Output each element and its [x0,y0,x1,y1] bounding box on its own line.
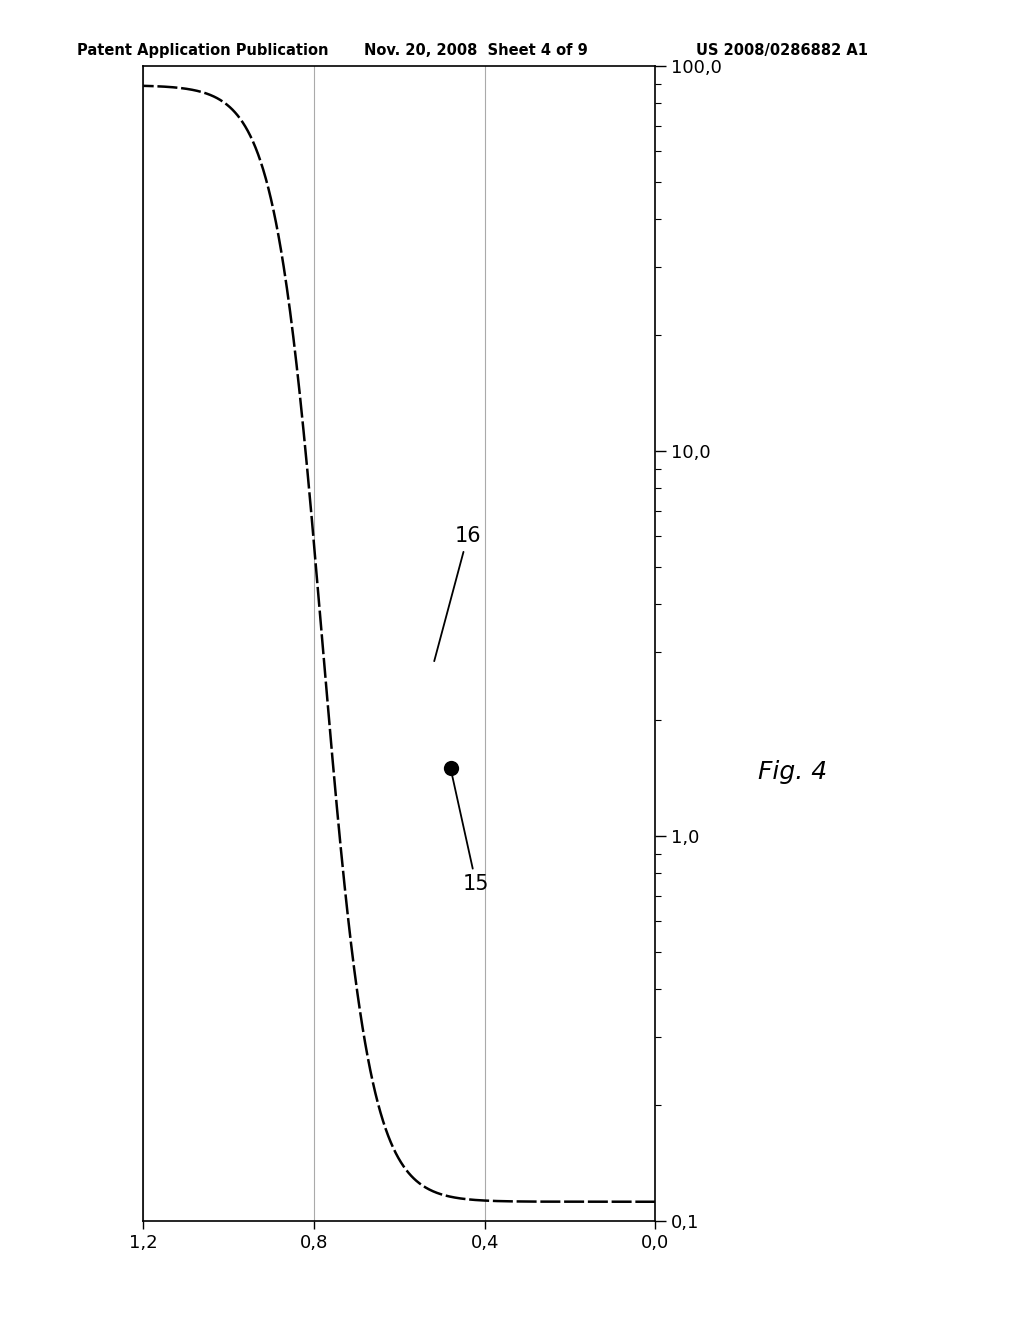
Text: Patent Application Publication: Patent Application Publication [77,44,329,58]
Text: Nov. 20, 2008  Sheet 4 of 9: Nov. 20, 2008 Sheet 4 of 9 [364,44,588,58]
Text: 15: 15 [452,771,489,894]
Text: Fig. 4: Fig. 4 [758,760,827,784]
Text: US 2008/0286882 A1: US 2008/0286882 A1 [696,44,868,58]
Text: 16: 16 [434,527,481,661]
